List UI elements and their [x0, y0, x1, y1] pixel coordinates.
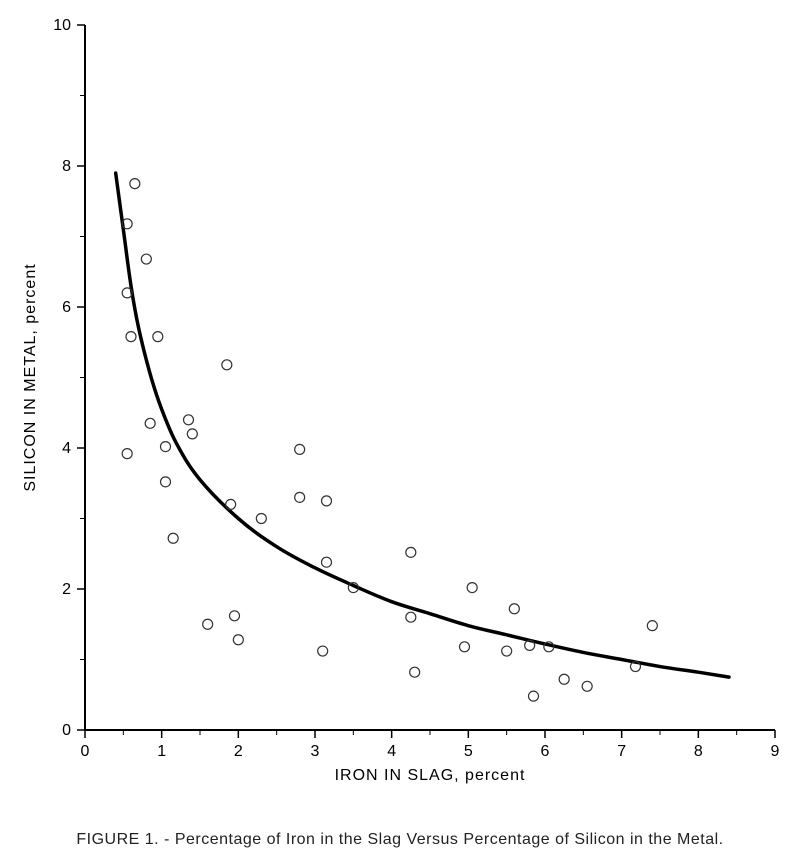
svg-text:8: 8	[62, 158, 71, 175]
svg-text:8: 8	[694, 743, 703, 760]
svg-text:IRON IN SLAG, percent: IRON IN SLAG, percent	[335, 767, 526, 784]
scatter-chart: 0 1 2 3 4 5 6 7 8 9 0 2 4 6 8 10 IRON IN SLAG, percent SI…	[0, 0, 800, 800]
svg-text:1: 1	[157, 743, 166, 760]
svg-text:4: 4	[62, 440, 71, 457]
svg-text:3: 3	[311, 743, 320, 760]
svg-text:9: 9	[771, 743, 780, 760]
svg-text:2: 2	[234, 743, 243, 760]
svg-text:0: 0	[81, 743, 90, 760]
svg-text:6: 6	[541, 743, 550, 760]
svg-text:4: 4	[387, 743, 396, 760]
figure-container: 0 1 2 3 4 5 6 7 8 9 0 2 4 6 8 10 IRON IN SLAG, percent SI…	[0, 0, 800, 867]
figure-caption: FIGURE 1. - Percentage of Iron in the Sl…	[0, 831, 800, 849]
svg-text:2: 2	[62, 581, 71, 598]
svg-text:SILICON IN METAL, percent: SILICON IN METAL, percent	[22, 263, 39, 491]
svg-text:6: 6	[62, 299, 71, 316]
svg-text:7: 7	[617, 743, 626, 760]
svg-text:10: 10	[53, 17, 71, 34]
svg-text:5: 5	[464, 743, 473, 760]
svg-text:0: 0	[62, 722, 71, 739]
